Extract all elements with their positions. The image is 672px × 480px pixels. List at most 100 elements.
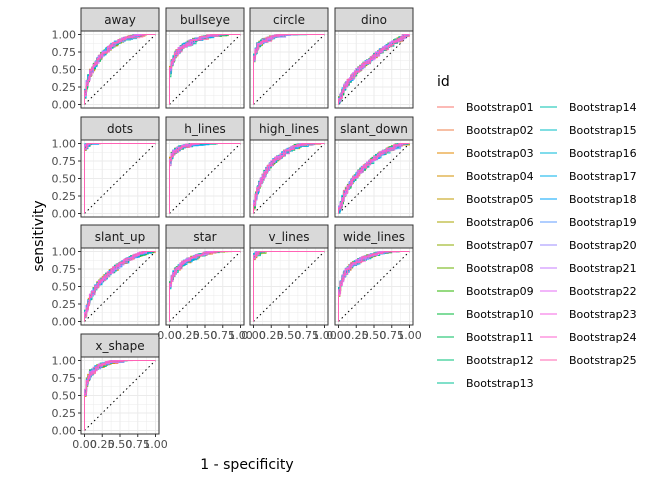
panel-border [249,139,329,218]
legend-label: Bootstrap20 [569,239,637,252]
roc-curve-Bootstrap23 [338,34,410,105]
facet-strip-label: v_lines [268,230,309,244]
x-tick-label: 0.25 [344,329,369,342]
legend-item-Bootstrap08: Bootstrap08 [437,262,534,275]
facet-dino: dino [334,7,414,109]
facet-h_lines: h_lines [165,116,245,218]
facet-strip-label: bullseye [180,13,230,27]
legend-label: Bootstrap22 [569,285,637,298]
legend-item-Bootstrap12: Bootstrap12 [437,354,534,367]
legend-item-Bootstrap02: Bootstrap02 [437,124,534,137]
legend-item-Bootstrap11: Bootstrap11 [437,331,534,344]
legend-item-Bootstrap21: Bootstrap21 [540,262,637,275]
legend-label: Bootstrap05 [466,193,534,206]
x-tick-label: 0.25 [259,329,284,342]
panel-border [165,30,245,109]
diagonal-reference-line [338,251,410,322]
facet-strip-label: h_lines [184,122,226,136]
y-tick-label: 0.50 [52,173,77,186]
x-tick-label: 0.50 [108,438,133,451]
legend-label: Bootstrap17 [569,170,637,183]
legend-item-Bootstrap19: Bootstrap19 [540,216,637,229]
legend-item-Bootstrap23: Bootstrap23 [540,308,637,321]
legend-label: Bootstrap19 [569,216,637,229]
x-tick-label: 0.00 [72,438,97,451]
legend-item-Bootstrap06: Bootstrap06 [437,216,534,229]
legend-label: Bootstrap02 [466,124,534,137]
facet-strip-label: dots [107,122,133,136]
x-tick-label: 0.50 [362,329,387,342]
facet-strip-label: away [104,13,136,27]
diagonal-reference-line [338,34,410,105]
diagonal-reference-line [84,251,156,322]
panel-border [249,30,329,109]
facet-strip-label: high_lines [259,122,319,136]
x-tick-label: 1.00 [312,329,337,342]
legend-item-Bootstrap01: Bootstrap01 [437,101,534,114]
facet-circle: circle [249,7,329,109]
legend-label: Bootstrap18 [569,193,637,206]
y-tick-label: 0.25 [52,407,77,420]
legend-item-Bootstrap07: Bootstrap07 [437,239,534,252]
roc-curve-Bootstrap25 [169,34,241,105]
legend-item-Bootstrap13: Bootstrap13 [437,377,534,390]
legend-label: Bootstrap10 [466,308,534,321]
roc-curve-Bootstrap25 [338,34,410,105]
legend-label: Bootstrap06 [466,216,534,229]
legend-item-Bootstrap03: Bootstrap03 [437,147,534,160]
facet-strip-label: x_shape [95,339,144,353]
x-tick-label: 0.25 [90,438,115,451]
legend-item-Bootstrap16: Bootstrap16 [540,147,637,160]
facet-bullseye: bullseye [165,7,245,109]
roc-curve-Bootstrap25 [253,34,325,105]
y-tick-label: 0.25 [52,81,77,94]
roc-curve-Bootstrap25 [338,251,410,322]
legend-item-Bootstrap14: Bootstrap14 [540,101,637,114]
x-tick-label: 0.25 [175,329,200,342]
legend-label: Bootstrap12 [466,354,534,367]
diagonal-reference-line [253,34,325,105]
legend-item-Bootstrap20: Bootstrap20 [540,239,637,252]
legend-item-Bootstrap22: Bootstrap22 [540,285,637,298]
roc-curve-Bootstrap25 [253,251,325,322]
y-tick-label: 0.75 [52,155,77,168]
y-tick-label: 0.50 [52,64,77,77]
roc-curve-Bootstrap25 [169,251,241,322]
legend-title: id [437,74,450,90]
legend-label: Bootstrap13 [466,377,534,390]
legend: id Bootstrap01 Bootstrap02 Bootstrap03 Boot… [437,74,637,390]
facet-strip-label: dino [361,13,387,27]
x-tick-label: 0.75 [126,438,151,451]
legend-item-Bootstrap17: Bootstrap17 [540,170,637,183]
axis-ticks: 0.000.250.500.751.000.000.250.500.751.00… [52,29,422,452]
diagonal-reference-line [169,34,241,105]
x-tick-label: 0.75 [211,329,236,342]
x-tick-label: 0.75 [380,329,405,342]
facet-v_lines: v_lines [249,224,329,326]
diagonal-reference-line [338,143,410,214]
y-axis-title: sensitivity [31,200,47,271]
roc-curve-Bootstrap25 [253,143,325,214]
facet-high_lines: high_lines [249,116,329,218]
legend-label: Bootstrap23 [569,308,637,321]
facet-panels: away bullseye circle dino dots h_lines high_li… [80,7,414,435]
facet-strip-label: star [193,230,216,244]
x-axis-title: 1 - specificity [200,457,293,473]
facet-away: away [80,7,160,109]
y-tick-label: 1.00 [52,29,77,42]
x-tick-label: 0.50 [193,329,218,342]
facet-strip-label: circle [273,13,305,27]
x-tick-label: 0.00 [157,329,182,342]
y-tick-label: 0.75 [52,46,77,59]
y-tick-label: 0.25 [52,190,77,203]
legend-label: Bootstrap21 [569,262,637,275]
roc-curve-Bootstrap25 [84,34,156,105]
legend-label: Bootstrap16 [569,147,637,160]
diagonal-reference-line [84,143,156,214]
diagonal-reference-line [253,143,325,214]
y-tick-label: 0.50 [52,281,77,294]
y-tick-label: 0.25 [52,298,77,311]
legend-item-Bootstrap09: Bootstrap09 [437,285,534,298]
x-tick-label: 0.75 [295,329,320,342]
